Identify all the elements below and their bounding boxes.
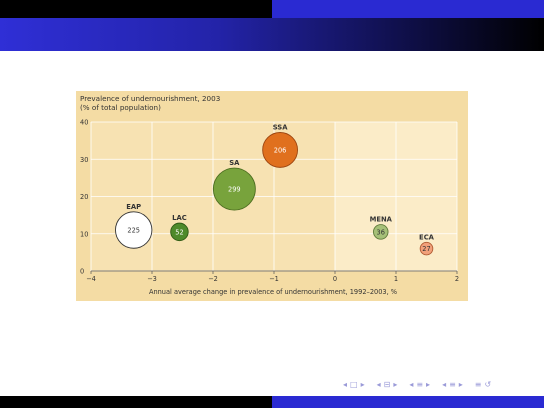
nav-app-icon[interactable]: ≡ [449, 380, 456, 389]
bubble-label-mena: MENA [370, 216, 393, 224]
nav-next-icon[interactable]: ▸ [360, 380, 365, 389]
bubble-value-sa: 299 [228, 185, 241, 193]
bottom-footer-left [0, 396, 272, 408]
y-tick-label: 10 [80, 230, 88, 238]
bubble-value-lac: 52 [175, 228, 183, 236]
nav-toc-icon[interactable]: ≡ [474, 380, 482, 389]
x-tick-label: −3 [147, 275, 157, 283]
slide-title-bar [0, 18, 544, 51]
bubble-value-eap: 225 [127, 226, 140, 234]
x-tick-label: 2 [455, 275, 459, 283]
x-tick-label: −2 [208, 275, 218, 283]
y-tick-label: 20 [80, 193, 88, 201]
bubble-eap [115, 211, 153, 249]
bottom-footer-right [272, 396, 544, 408]
x-axis-label: Annual average change in prevalence of u… [149, 288, 397, 296]
bubble-label-sa: SA [229, 159, 240, 167]
bubble-value-ssa: 206 [274, 146, 287, 154]
y-tick-label: 30 [80, 156, 88, 164]
nav-prev-app-icon[interactable]: ◂ [442, 380, 447, 389]
nav-frame-icon[interactable]: □ [350, 380, 358, 389]
bubbles: 225 EAP 52 LAC 299 SA 206 SSA 36 MENA 27 ECA [115, 124, 435, 256]
top-header-right [272, 0, 544, 18]
chart-subtitle: (% of total population) [80, 103, 161, 112]
bubble-ssa [262, 132, 298, 168]
nav-next-section-icon[interactable]: ▸ [393, 380, 398, 389]
x-tick-label: 1 [394, 275, 398, 283]
chart-figure: −4 −3 −2 −1 0 1 2 0 10 20 30 40 225 EAP 52 LAC 299 SA 206… [76, 91, 468, 301]
bubble-eca [419, 241, 434, 256]
bubble-value-mena: 36 [377, 228, 385, 236]
nav-section-icon[interactable]: ⊟ [383, 380, 391, 389]
bubble-label-eap: EAP [126, 203, 141, 211]
bubble-label-lac: LAC [172, 214, 187, 222]
bubble-label-eca: ECA [419, 233, 435, 241]
x-tick-label: −1 [269, 275, 279, 283]
nav-prev-sub-icon[interactable]: ◂ [409, 380, 414, 389]
nav-sub-icon[interactable]: ≡ [416, 380, 424, 389]
beamer-navigation: ◂ □ ▸ ◂ ⊟ ▸ ◂ ≡ ▸ ◂ ≡ ▸ ≡ ↺ [343, 379, 491, 391]
x-tick-label: 0 [333, 275, 337, 283]
bubble-label-ssa: SSA [273, 124, 288, 132]
chart-title: Prevalence of undernourishment, 2003 [80, 94, 220, 103]
nav-first-icon[interactable]: ◂ [343, 380, 348, 389]
y-tick-label: 0 [80, 268, 84, 276]
top-header-bar [0, 0, 544, 18]
y-tick-label: 40 [80, 119, 88, 127]
bubble-lac [170, 222, 189, 242]
bubble-mena [373, 224, 389, 240]
nav-prev-section-icon[interactable]: ◂ [376, 380, 381, 389]
bottom-footer-bar [0, 396, 544, 408]
nav-next-app-icon[interactable]: ▸ [458, 380, 463, 389]
nav-next-sub-icon[interactable]: ▸ [426, 380, 431, 389]
bubble-value-eca: 27 [422, 245, 430, 253]
x-tick-label: −4 [86, 275, 96, 283]
bubble-sa [212, 167, 256, 211]
top-header-left [0, 0, 272, 18]
nav-search-icon[interactable]: ↺ [484, 380, 492, 389]
